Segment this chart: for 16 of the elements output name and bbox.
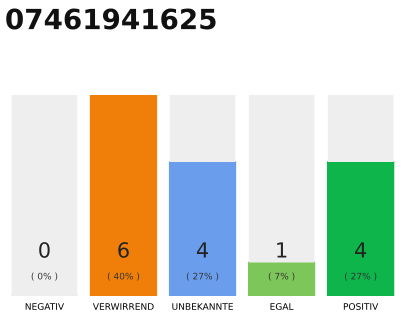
- annotation: ( 27% ): [186, 272, 218, 281]
- x-tick-label: EGAL: [270, 303, 294, 310]
- data-label: 6: [118, 242, 129, 258]
- x-tick-label: POSITIV: [344, 303, 378, 310]
- annotation: ( 7% ): [268, 272, 294, 281]
- x-tick-label: UNBEKANNTE: [172, 303, 233, 310]
- data-label: 1: [277, 242, 286, 258]
- annotation: ( 27% ): [344, 272, 376, 281]
- chart-title: 07461941625: [6, 8, 216, 30]
- x-tick-label: VERWIRREND: [92, 303, 154, 310]
- annotation: ( 40% ): [108, 272, 140, 281]
- data-label: 4: [196, 242, 208, 258]
- data-label: 0: [39, 242, 50, 258]
- annotation: ( 0% ): [32, 272, 58, 281]
- data-label: 4: [355, 242, 366, 258]
- x-tick-label: NEGATIV: [26, 303, 64, 310]
